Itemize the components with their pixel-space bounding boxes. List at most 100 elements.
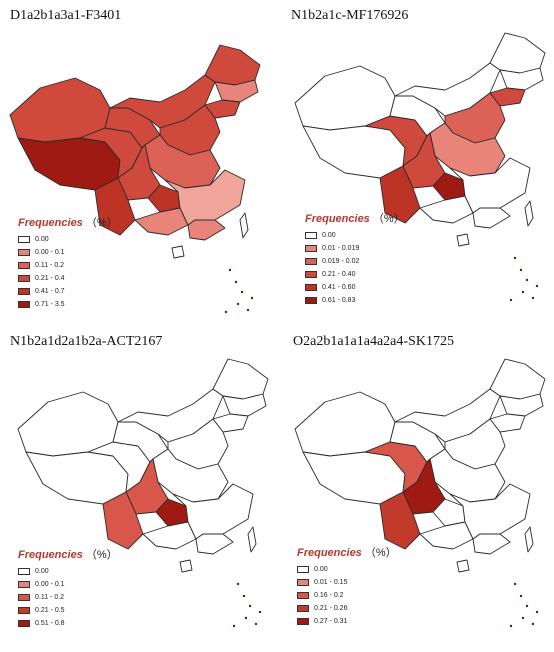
legend-item: 0.21 - 0.5 (18, 604, 118, 617)
panel-title: D1a2b1a3a1-F3401 (10, 8, 122, 23)
island-mark (234, 280, 238, 284)
region-taiwan (247, 526, 257, 553)
legend-swatch (18, 594, 30, 601)
legend-swatch (297, 579, 309, 586)
legend-swatch (18, 275, 30, 282)
china-map-4 (294, 358, 546, 628)
legend-item: 0.00 (18, 233, 118, 246)
legend-swatch (18, 301, 30, 308)
legend-swatch (297, 618, 309, 625)
panel-title: O2a2b1a1a1a4a2a4-SK1725 (293, 334, 454, 349)
legend-label: 0.21 - 0.26 (314, 605, 348, 612)
island-mark (525, 278, 529, 282)
region-south (472, 207, 511, 229)
region-tibet (17, 137, 121, 191)
legend-swatch (297, 592, 309, 599)
legend: Frequencies （%） 0.00 0.01 - 0.15 0.16 - 0.2… (297, 544, 397, 628)
island-mark (224, 310, 228, 314)
region-hainan (456, 559, 470, 573)
legend-swatch (18, 607, 30, 614)
region-central (429, 122, 506, 177)
region-inner-mongolia (394, 62, 501, 117)
legend-label: 0.00 (322, 232, 336, 239)
region-sichuan (402, 132, 446, 189)
legend-unit: （%） (369, 213, 405, 225)
legend-item: 0.00 (297, 563, 397, 576)
map-panel-4: O2a2b1a1a1a4a2a4-SK1725 Frequencies （%） 0… (277, 326, 554, 652)
island-mark (535, 610, 539, 614)
map-panel-3: N1b2a1d2a1b2a-ACT2167 Frequencies （%） 0.0… (0, 326, 277, 652)
legend-item: 0.61 - 0.83 (305, 294, 405, 307)
legend-label: 0.11 - 0.2 (35, 262, 65, 269)
legend-label: 0.11 - 0.2 (35, 594, 65, 601)
legend-swatch (18, 288, 30, 295)
region-taiwan (524, 526, 534, 553)
island-mark (519, 594, 523, 598)
legend-swatch (305, 258, 317, 265)
legend-item: 0.11 - 0.2 (18, 591, 118, 604)
island-mark (236, 582, 240, 586)
legend-swatch (18, 236, 30, 243)
island-mark (248, 604, 252, 608)
china-map-1 (9, 44, 261, 314)
region-inner-mongolia (394, 388, 501, 443)
legend-title: Frequencies （%） (305, 210, 405, 226)
region-inner-mongolia (109, 74, 216, 129)
legend-title-text: Frequencies (305, 213, 370, 225)
china-map-2 (294, 32, 546, 302)
legend-swatch (305, 245, 317, 252)
region-hainan (179, 559, 193, 573)
island-mark (228, 268, 232, 272)
region-tibet (302, 125, 406, 179)
island-mark (519, 268, 523, 272)
region-south (195, 533, 234, 555)
region-tibet (25, 451, 129, 505)
legend-label: 0.51 - 0.8 (35, 620, 65, 627)
legend-swatch (18, 620, 30, 627)
map-panel-1: D1a2b1a3a1-F3401 Frequencies （%） 0.00 0.00… (0, 0, 277, 326)
legend-item: 0.019 - 0.02 (305, 255, 405, 268)
legend-label: 0.00 (314, 566, 328, 573)
legend-label: 0.21 - 0.4 (35, 275, 65, 282)
legend-swatch (297, 605, 309, 612)
legend-swatch (297, 566, 309, 573)
legend-unit: （%） (361, 547, 397, 559)
legend-item: 0.00 - 0.1 (18, 578, 118, 591)
island-mark (509, 298, 513, 302)
legend-item: 0.01 - 0.15 (297, 576, 397, 589)
region-south (472, 533, 511, 555)
legend-label: 0.00 - 0.1 (35, 249, 65, 256)
island-mark (521, 290, 525, 294)
region-heilongjiang (212, 358, 269, 400)
legend-label: 0.21 - 0.40 (322, 271, 356, 278)
legend-swatch (305, 271, 317, 278)
island-mark (531, 622, 535, 626)
island-mark (242, 594, 246, 598)
region-guangxi (419, 521, 474, 550)
region-southeast (449, 157, 531, 214)
island-mark (521, 616, 525, 620)
panel-title: N1b2a1d2a1b2a-ACT2167 (10, 334, 163, 349)
legend-item: 0.21 - 0.4 (18, 272, 118, 285)
china-map-3 (17, 358, 269, 628)
legend-label: 0.16 - 0.2 (314, 592, 344, 599)
legend-item: 0.71 - 3.5 (18, 298, 118, 311)
legend-item: 0.21 - 0.26 (297, 602, 397, 615)
legend-label: 0.41 - 0.60 (322, 284, 356, 291)
region-heilongjiang (204, 44, 261, 86)
legend-label: 0.71 - 3.5 (35, 301, 65, 308)
region-guangxi (142, 521, 197, 550)
legend-item: 0.00 (18, 565, 118, 578)
legend-item: 0.41 - 0.60 (305, 281, 405, 294)
legend-title-text: Frequencies (18, 217, 83, 229)
island-mark (535, 284, 539, 288)
map-panel-2: N1b2a1c-MF176926 Frequencies （%） 0.00 0.01… (277, 0, 554, 326)
island-mark (513, 582, 517, 586)
panel-title: N1b2a1c-MF176926 (291, 8, 409, 23)
legend-label: 0.61 - 0.83 (322, 297, 356, 304)
legend: Frequencies （%） 0.00 0.00 - 0.1 0.11 - 0.2 0… (18, 214, 118, 311)
legend-item: 0.51 - 0.8 (18, 617, 118, 630)
region-hainan (171, 245, 185, 259)
region-tibet (302, 451, 406, 505)
region-sichuan (402, 458, 446, 515)
